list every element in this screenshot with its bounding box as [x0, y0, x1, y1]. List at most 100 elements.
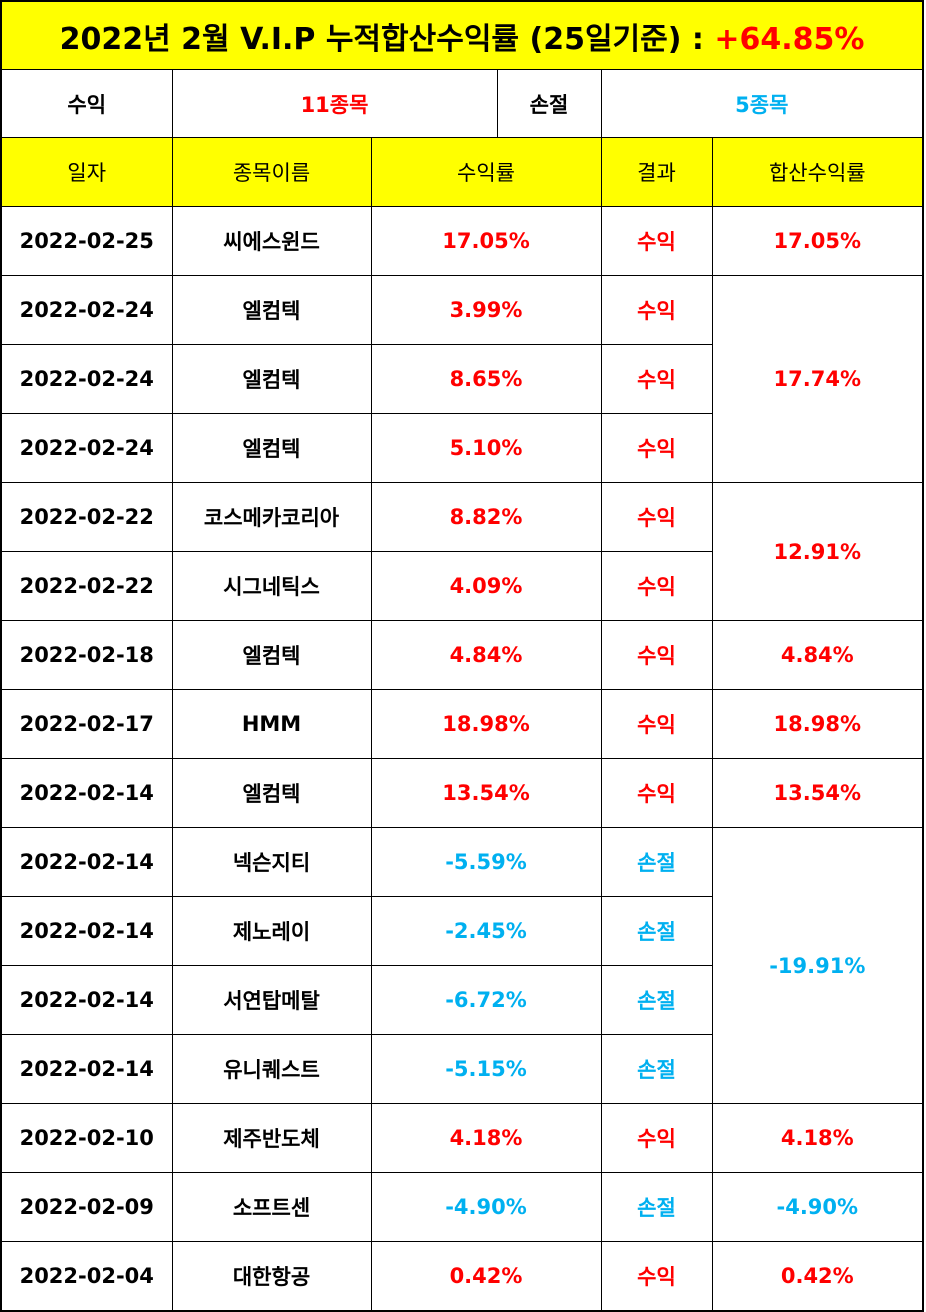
page-title: 2022년 2월 V.I.P 누적합산수익률 (25일기준) : +64.85%	[0, 0, 924, 70]
date-cell: 2022-02-24	[0, 413, 173, 483]
stock-name-cell: 시그네틱스	[171, 551, 372, 621]
table-row: 2022-02-17 HMM 18.98% 수익 18.98%	[0, 689, 924, 759]
stock-name-cell: 서연탑메탈	[171, 965, 372, 1035]
stock-name-cell: 코스메카코리아	[171, 482, 372, 552]
combined-return-cell: -19.91%	[711, 827, 924, 1104]
combined-return-cell: 17.74%	[711, 275, 924, 483]
return-rate-cell: 13.54%	[370, 758, 602, 828]
return-rate-cell: 3.99%	[370, 275, 602, 345]
return-rate-cell: 8.65%	[370, 344, 602, 414]
stock-name-cell: 엘컴텍	[171, 758, 372, 828]
return-rate-cell: -2.45%	[370, 896, 602, 966]
result-cell: 손절	[600, 965, 713, 1035]
table-row: 2022-02-14 제노레이 -2.45% 손절	[0, 896, 923, 966]
return-rate-cell: 0.42%	[370, 1241, 602, 1312]
loss-label: 손절	[496, 69, 602, 138]
table-row: 2022-02-10 제주반도체 4.18% 수익 4.18%	[0, 1103, 924, 1173]
return-rate-cell: 4.18%	[370, 1103, 602, 1173]
profit-count: 11종목	[171, 69, 498, 138]
table-row: 2022-02-14 엘컴텍 13.54% 수익 13.54%	[0, 758, 924, 828]
combined-return-cell: 18.98%	[711, 689, 924, 759]
return-rate-cell: 8.82%	[370, 482, 602, 552]
result-cell: 손절	[600, 1172, 713, 1242]
table-row: 2022-02-24 엘컴텍 3.99% 수익 17.74%	[0, 275, 924, 483]
loss-count: 5종목	[600, 69, 924, 138]
summary-row: 수익 11종목 손절 5종목	[0, 69, 924, 138]
total-return: +64.85%	[714, 21, 865, 57]
combined-return-cell: 4.84%	[711, 620, 924, 690]
stock-name-cell: 엘컴텍	[171, 275, 372, 345]
return-rate-cell: 18.98%	[370, 689, 602, 759]
title-row: 2022년 2월 V.I.P 누적합산수익률 (25일기준) : +64.85%	[0, 0, 924, 70]
header-date: 일자	[0, 137, 173, 207]
combined-return-cell: 13.54%	[711, 758, 924, 828]
date-cell: 2022-02-14	[0, 965, 173, 1035]
stock-name-cell: 엘컴텍	[171, 344, 372, 414]
table-row: 2022-02-04 대한항공 0.42% 수익 0.42%	[0, 1241, 924, 1312]
stock-name-cell: 유니퀘스트	[171, 1034, 372, 1104]
combined-return-cell: 4.18%	[711, 1103, 924, 1173]
result-cell: 손절	[600, 1034, 713, 1104]
combined-return-cell: 17.05%	[711, 206, 924, 276]
combined-return-cell: 12.91%	[711, 482, 924, 621]
date-cell: 2022-02-09	[0, 1172, 173, 1242]
stock-name-cell: HMM	[171, 689, 372, 759]
return-rate-cell: 4.09%	[370, 551, 602, 621]
table-row: 2022-02-09 소프트센 -4.90% 손절 -4.90%	[0, 1172, 924, 1242]
result-cell: 수익	[600, 482, 713, 552]
stock-name-cell: 제주반도체	[171, 1103, 372, 1173]
result-cell: 수익	[600, 206, 713, 276]
table-row: 2022-02-18 엘컴텍 4.84% 수익 4.84%	[0, 620, 924, 690]
combined-return-cell: -4.90%	[711, 1172, 924, 1242]
stock-name-cell: 넥슨지티	[171, 827, 372, 897]
date-cell: 2022-02-14	[0, 827, 173, 897]
date-cell: 2022-02-14	[0, 1034, 173, 1104]
date-cell: 2022-02-04	[0, 1241, 173, 1312]
date-cell: 2022-02-10	[0, 1103, 173, 1173]
return-rate-cell: -5.59%	[370, 827, 602, 897]
date-cell: 2022-02-22	[0, 482, 173, 552]
return-rate-cell: 5.10%	[370, 413, 602, 483]
result-cell: 수익	[600, 620, 713, 690]
profit-label: 수익	[0, 69, 173, 138]
table-row: 2022-02-22 시그네틱스 4.09% 수익	[0, 551, 923, 621]
result-cell: 손절	[600, 827, 713, 897]
header-row: 일자 종목이름 수익률 결과 합산수익률	[0, 137, 924, 207]
table-row: 2022-02-14 서연탑메탈 -6.72% 손절	[0, 965, 923, 1035]
return-rate-cell: -4.90%	[370, 1172, 602, 1242]
stock-name-cell: 제노레이	[171, 896, 372, 966]
table-row: 2022-02-22 코스메카코리아 8.82% 수익 12.91%	[0, 482, 924, 621]
header-return-rate: 수익률	[370, 137, 602, 207]
result-cell: 수익	[600, 1241, 713, 1312]
return-rate-cell: 4.84%	[370, 620, 602, 690]
return-rate-cell: -6.72%	[370, 965, 602, 1035]
stock-name-cell: 씨에스윈드	[171, 206, 372, 276]
date-cell: 2022-02-24	[0, 275, 173, 345]
result-cell: 수익	[600, 275, 713, 345]
date-cell: 2022-02-18	[0, 620, 173, 690]
date-cell: 2022-02-24	[0, 344, 173, 414]
stock-name-cell: 대한항공	[171, 1241, 372, 1312]
date-cell: 2022-02-14	[0, 758, 173, 828]
result-cell: 수익	[600, 1103, 713, 1173]
result-cell: 수익	[600, 689, 713, 759]
table-row: 2022-02-14 넥슨지티 -5.59% 손절 -19.91%	[0, 827, 924, 1104]
return-rate-cell: -5.15%	[370, 1034, 602, 1104]
stock-name-cell: 엘컴텍	[171, 413, 372, 483]
table-row: 2022-02-14 유니퀘스트 -5.15% 손절	[0, 1034, 923, 1104]
header-stock-name: 종목이름	[171, 137, 372, 207]
stock-name-cell: 소프트센	[171, 1172, 372, 1242]
result-cell: 수익	[600, 551, 713, 621]
header-result: 결과	[600, 137, 713, 207]
table-row: 2022-02-25 씨에스윈드 17.05% 수익 17.05%	[0, 206, 924, 276]
date-cell: 2022-02-14	[0, 896, 173, 966]
result-cell: 수익	[600, 413, 713, 483]
result-cell: 손절	[600, 896, 713, 966]
header-combined-return: 합산수익률	[711, 137, 924, 207]
title-text: 2022년 2월 V.I.P 누적합산수익률 (25일기준) :	[59, 21, 715, 57]
date-cell: 2022-02-25	[0, 206, 173, 276]
result-cell: 수익	[600, 344, 713, 414]
combined-return-cell: 0.42%	[711, 1241, 924, 1312]
result-cell: 수익	[600, 758, 713, 828]
